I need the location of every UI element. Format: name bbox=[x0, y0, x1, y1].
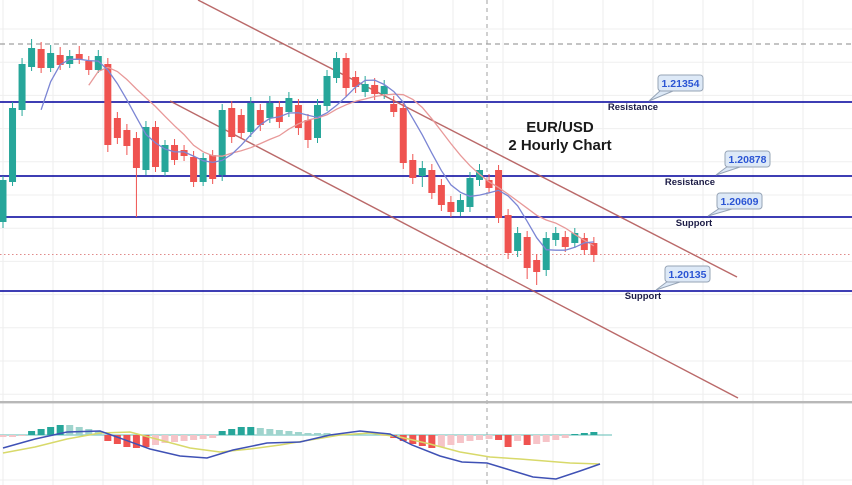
level-kind-label: Support bbox=[676, 218, 713, 229]
moving-averages-layer bbox=[40, 58, 595, 251]
trend-channel-layer bbox=[169, 0, 739, 399]
macd-panel bbox=[0, 401, 852, 480]
level-kind-label: Support bbox=[625, 291, 662, 302]
chart-title-timeframe: 2 Hourly Chart bbox=[508, 137, 611, 154]
callout-price-text: 1.20135 bbox=[669, 269, 707, 281]
callout-price-text: 1.20609 bbox=[721, 196, 759, 208]
level-kind-label: Resistance bbox=[608, 102, 658, 113]
callout-box bbox=[664, 265, 711, 283]
price-callout-1-20878: 1.20878 Resistance bbox=[665, 150, 771, 188]
callout-box bbox=[716, 192, 763, 210]
callout-price-text: 1.20878 bbox=[729, 154, 767, 166]
price-callout-1-20135: 1.20135 Support bbox=[625, 265, 711, 302]
callout-price-text: 1.21354 bbox=[662, 78, 700, 90]
price-callout-1-20609: 1.20609 Support bbox=[676, 192, 763, 229]
level-kind-label: Resistance bbox=[665, 177, 715, 188]
chart-title-symbol: EUR/USD bbox=[526, 119, 594, 136]
price-callout-1-21354: 1.21354 Resistance bbox=[608, 74, 704, 113]
callout-box bbox=[724, 150, 771, 168]
callout-box bbox=[657, 74, 704, 92]
candles-layer bbox=[0, 39, 598, 285]
chart-title: EUR/USD 2 Hourly Chart bbox=[508, 119, 611, 154]
